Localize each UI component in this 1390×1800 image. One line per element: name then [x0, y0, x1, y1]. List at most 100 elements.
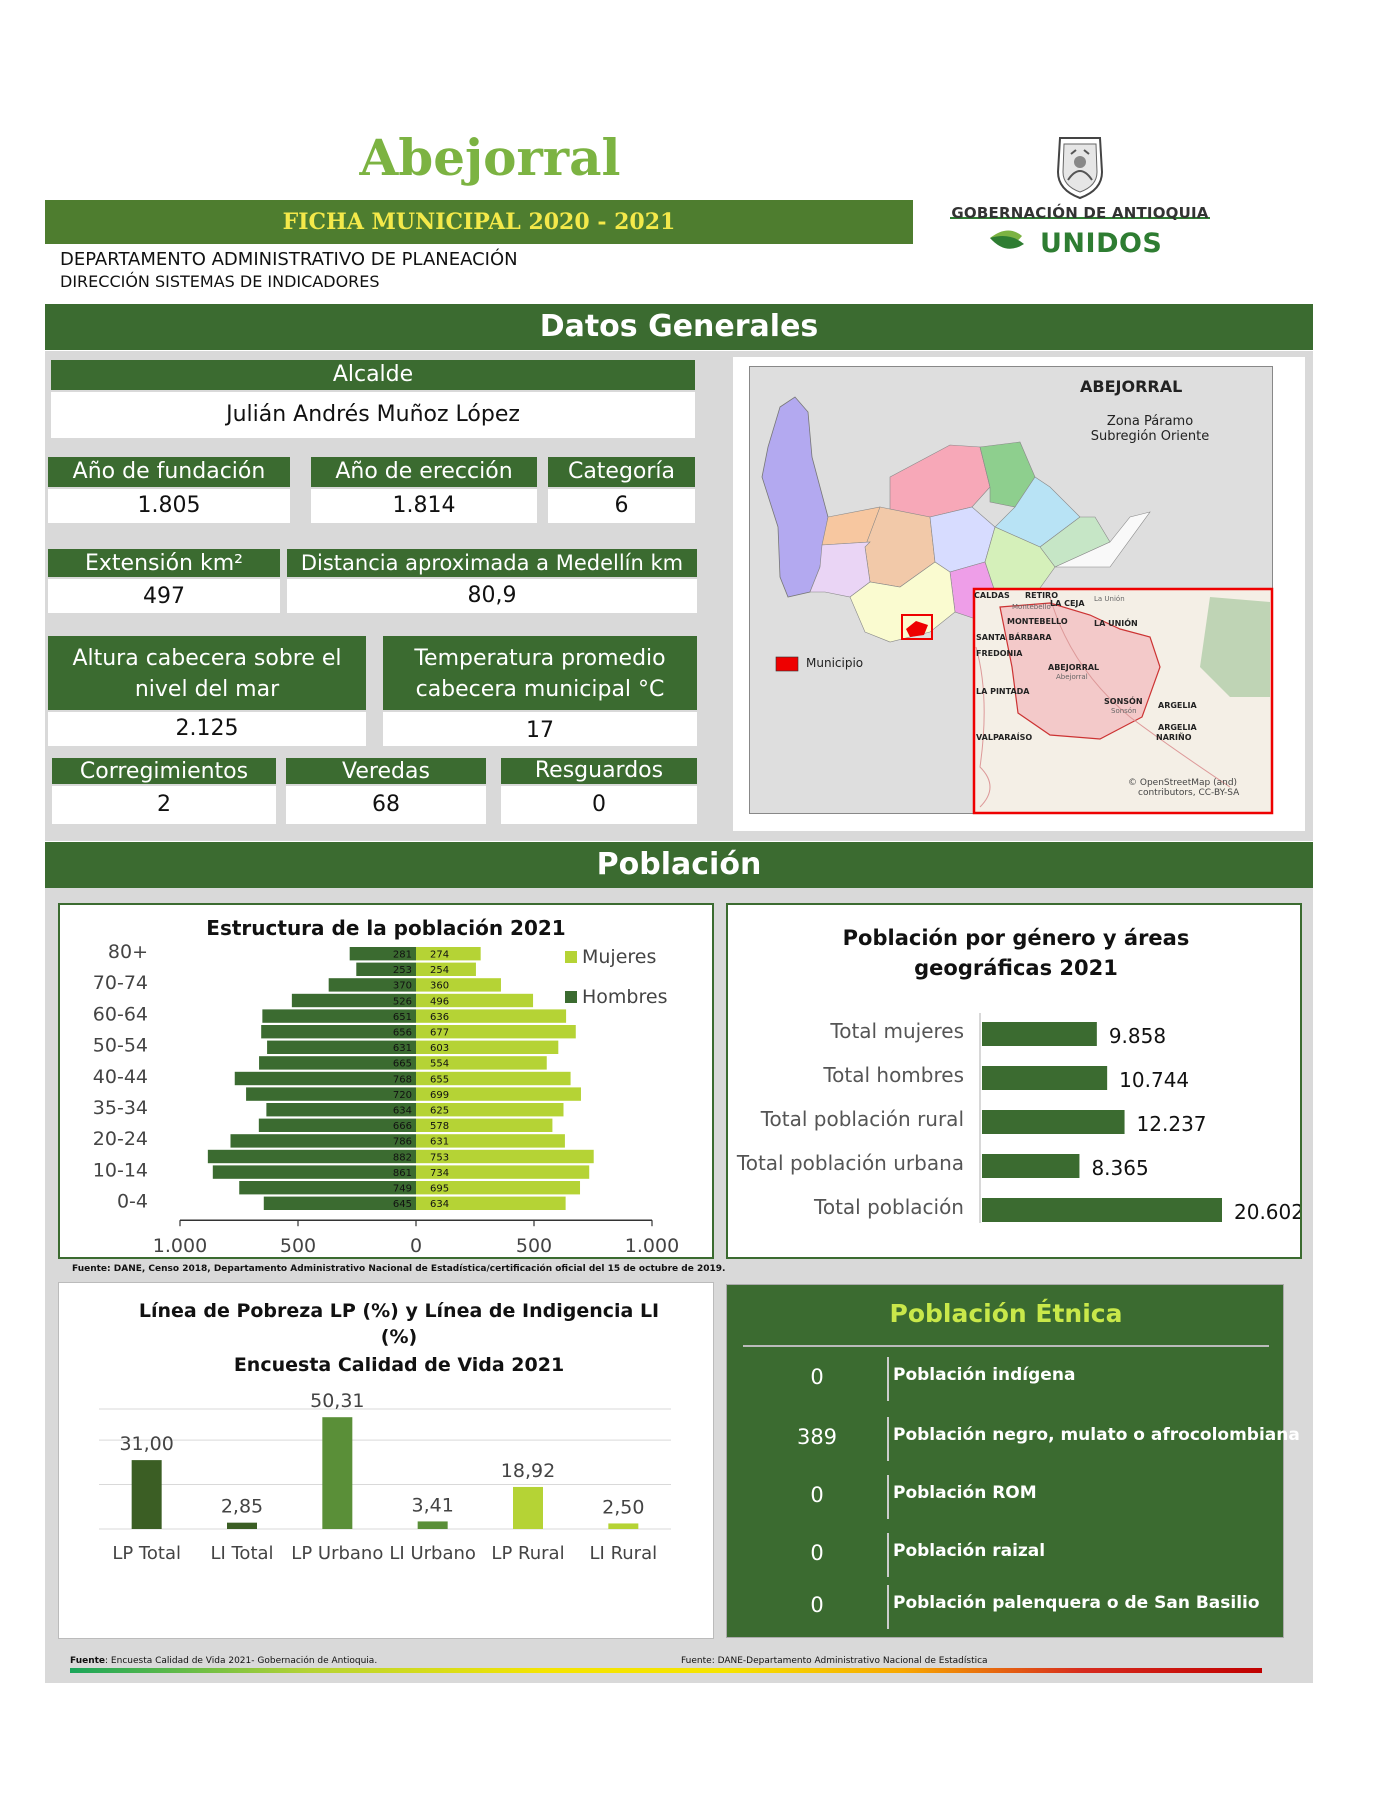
- pyramid-label-hombres: 882: [393, 1152, 412, 1163]
- genero-chart-card: Población por género y áreas geográficas …: [726, 903, 1302, 1259]
- map-attribution-2: contributors, CC-BY-SA: [1138, 788, 1240, 798]
- inset-label: LA PINTADA: [976, 687, 1030, 696]
- pyramid-x-tick-label: 500: [280, 1235, 316, 1257]
- poblacion-source: Fuente: DANE, Censo 2018, Departamento A…: [72, 1264, 726, 1274]
- alcalde-value: Julián Andrés Muñoz López: [51, 392, 695, 438]
- pobreza-bar: [417, 1521, 448, 1529]
- inset-label: CALDAS: [974, 591, 1010, 600]
- map-zona: Zona Páramo: [1106, 414, 1194, 429]
- pyramid-bar-hombres: [239, 1181, 416, 1195]
- etnica-separator: [887, 1585, 889, 1629]
- pyramid-x-tick-label: 1.000: [625, 1235, 679, 1257]
- pyramid-bar-mujeres: [416, 1196, 566, 1210]
- pyramid-bar-mujeres: [416, 1087, 581, 1101]
- municipio-shape: [906, 621, 928, 637]
- pobreza-value-label: 50,31: [310, 1390, 364, 1412]
- etnica-separator: [887, 1417, 889, 1461]
- genero-bar: [982, 1154, 1080, 1178]
- pyramid-label-hombres: 666: [393, 1121, 412, 1132]
- pyramid-bar-hombres: [266, 1103, 416, 1117]
- inset-label: VALPARAÍSO: [976, 733, 1033, 742]
- coat-of-arms-icon: [1056, 137, 1104, 200]
- etnica-label: Población negro, mulato o afrocolombiana: [893, 1425, 1300, 1445]
- etnica-separator: [887, 1475, 889, 1519]
- pyramid-bar-hombres: [356, 962, 416, 976]
- inset-label: ABEJORRAL: [1048, 663, 1100, 672]
- pyramid-bar-hombres: [234, 1071, 416, 1086]
- ficha-banner: FICHA MUNICIPAL 2020 - 2021: [45, 200, 913, 244]
- pyramid-label-hombres: 631: [393, 1043, 412, 1054]
- etnica-label: Población palenquera o de San Basilio: [893, 1593, 1260, 1613]
- inset-label: MONTEBELLO: [1007, 617, 1068, 626]
- resguardos-value: 0: [501, 786, 697, 824]
- pyramid-label-hombres: 370: [393, 981, 412, 992]
- genero-category-label: Total hombres: [822, 1063, 964, 1087]
- pyramid-category-label: 70-74: [93, 972, 148, 994]
- inset-road-1: [975, 646, 991, 808]
- pyramid-chart: Estructura de la población 2021 281 274 253…: [93, 916, 679, 1257]
- footer-fuente-text: : Encuesta Calidad de Vida 2021- Goberna…: [105, 1656, 378, 1666]
- pobreza-bar: [608, 1523, 639, 1529]
- categoria-label: Categoría: [548, 457, 695, 487]
- inset-label: Sonsón: [1111, 707, 1137, 715]
- etnica-value: 0: [810, 1365, 824, 1389]
- pyramid-label-hombres: 526: [393, 996, 412, 1007]
- antioquia-map: ABEJORRAL Zona Páramo Subregión Oriente …: [749, 366, 1274, 815]
- pyramid-bar-hombres: [212, 1165, 416, 1179]
- pyramid-bar-mujeres: [416, 1165, 590, 1179]
- pyramid-bar-hombres: [258, 1118, 416, 1132]
- gobernacion-logo: [950, 132, 1210, 264]
- datos-generales-heading: Datos Generales: [45, 304, 1313, 350]
- genero-value-label: 10.744: [1119, 1068, 1189, 1092]
- etnica-card: Población Étnica 0 Población indígena 389 P…: [726, 1284, 1300, 1638]
- pyramid-label-hombres: 786: [393, 1137, 412, 1148]
- ereccion-label: Año de erección: [311, 457, 537, 487]
- pyramid-bar-hombres: [349, 947, 416, 961]
- altura-label-line-2: nivel del mar: [134, 677, 280, 702]
- pobreza-bar: [131, 1460, 162, 1529]
- pyramid-bar-mujeres: [416, 962, 476, 976]
- temp-label-line-2: cabecera municipal °C: [415, 677, 665, 702]
- corregimientos-value: 2: [52, 786, 276, 824]
- pyramid-label-mujeres: 677: [430, 1028, 449, 1039]
- temp-label-line-1: Temperatura promedio: [414, 646, 666, 671]
- department-name: DEPARTAMENTO ADMINISTRATIVO DE PLANEACIÓ…: [60, 249, 518, 270]
- pyramid-label-mujeres: 554: [430, 1059, 449, 1070]
- pyramid-bar-mujeres: [416, 1071, 571, 1086]
- unidos-text: UNIDOS: [1040, 228, 1163, 259]
- inset-label: La Unión: [1094, 595, 1125, 603]
- pyramid-label-mujeres: 699: [430, 1090, 449, 1101]
- pyramid-label-hombres: 665: [393, 1059, 412, 1070]
- pyramid-label-hombres: 651: [393, 1012, 412, 1023]
- extension-label: Extensión km²: [48, 549, 280, 577]
- pyramid-bar-mujeres: [416, 1056, 547, 1070]
- map-subregion: Subregión Oriente: [1090, 429, 1210, 444]
- pyramid-x-tick-label: 0: [410, 1235, 422, 1257]
- inset-label: SANTA BÁRBARA: [976, 633, 1052, 642]
- pyramid-bar-mujeres: [416, 978, 501, 992]
- pyramid-bar-hombres: [328, 978, 416, 992]
- inset-label: Montebello: [1012, 603, 1051, 611]
- veredas-value: 68: [286, 786, 486, 824]
- pyramid-label-hombres: 720: [393, 1090, 412, 1101]
- ereccion-value: 1.814: [311, 489, 537, 523]
- pyramid-bar-hombres: [263, 1196, 416, 1210]
- genero-value-label: 8.365: [1091, 1156, 1148, 1180]
- inset-forest-area: [1200, 597, 1270, 697]
- genero-title-line-1: Población por género y áreas: [843, 926, 1190, 950]
- pyramid-label-mujeres: 695: [430, 1184, 449, 1195]
- pobreza-category-label: LP Total: [112, 1543, 181, 1564]
- pyramid-label-hombres: 749: [393, 1184, 412, 1195]
- map-legend-label: Municipio: [806, 656, 864, 670]
- pyramid-bar-mujeres: [416, 993, 534, 1008]
- genero-value-label: 20.602: [1234, 1200, 1300, 1224]
- pyramid-title: Estructura de la población 2021: [206, 916, 565, 940]
- pyramid-bar-hombres: [262, 1009, 416, 1023]
- genero-category-label: Total población: [813, 1195, 964, 1219]
- inset-label: SONSÓN: [1104, 697, 1143, 706]
- pyramid-bar-hombres: [246, 1087, 416, 1101]
- categoria-value: 6: [548, 489, 695, 523]
- poblacion-heading: Población: [45, 842, 1313, 888]
- legend-mujeres-swatch: [565, 951, 577, 963]
- pobreza-title-line-2: (%): [381, 1326, 417, 1348]
